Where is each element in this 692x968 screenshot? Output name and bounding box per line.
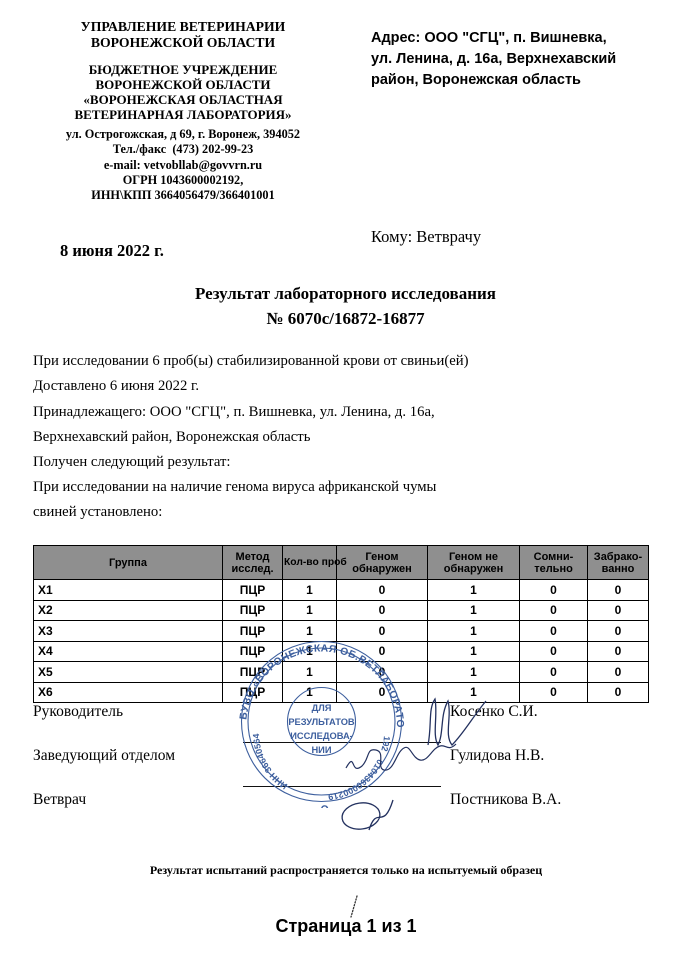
svg-text:О: О <box>320 802 329 808</box>
svg-text:НИИ: НИИ <box>311 745 331 755</box>
svg-text:РЕЗУЛЬТАТОВ: РЕЗУЛЬТАТОВ <box>288 717 355 727</box>
svg-text:БУВО «ВОРОНЕЖСКАЯ ОБ.ВЕТЛАБОРА: БУВО «ВОРОНЕЖСКАЯ ОБ.ВЕТЛАБОРАТО <box>238 643 405 728</box>
svg-text:ДЛЯ: ДЛЯ <box>312 703 332 713</box>
